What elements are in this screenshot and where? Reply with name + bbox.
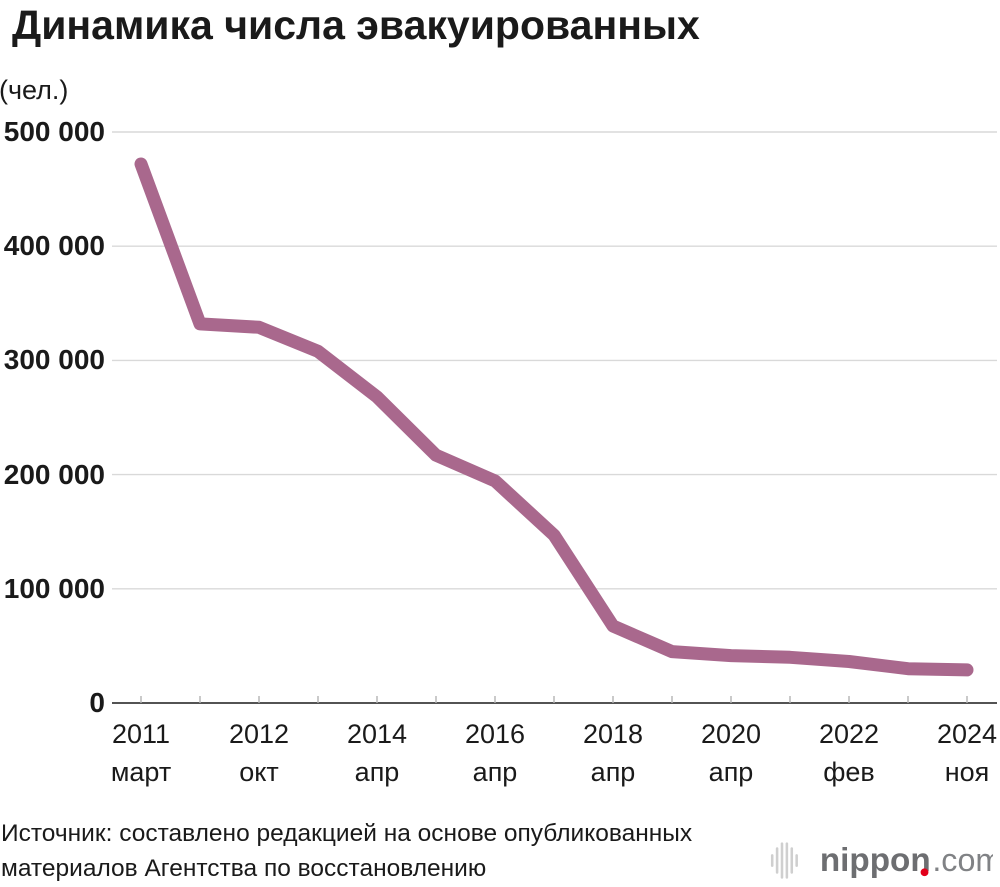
- svg-text:nippon: nippon: [820, 842, 931, 879]
- svg-text:.com: .com: [932, 842, 993, 878]
